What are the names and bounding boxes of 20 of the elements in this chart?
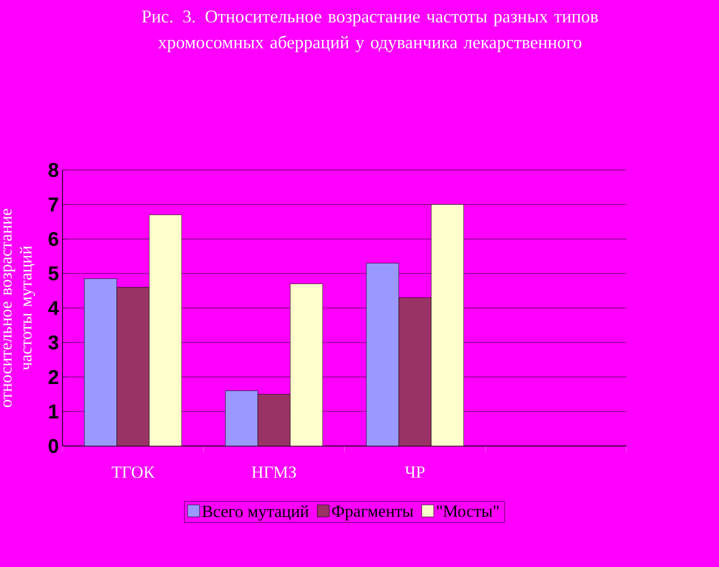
y-tick-label: 7 [48, 198, 58, 212]
bar [84, 278, 117, 446]
y-tick-label: 5 [48, 266, 58, 280]
x-tick-label: ТГОК [112, 466, 155, 478]
chart-title: Рис. 3. Относительное возрастание частоты разных типов хромосомных аберраций у одуванчика лекарственного [142, 10, 598, 52]
y-tick-label: 0 [48, 438, 58, 454]
y-axis-title: относительное возрастание частоты мутаций [4, 208, 36, 408]
legend-label: "Мосты" [437, 506, 499, 517]
y-tick-label: 2 [48, 370, 58, 384]
bar [366, 262, 399, 446]
bar [225, 390, 258, 446]
legend-label: Фрагменты [332, 506, 414, 520]
x-tick-label: ЧР [404, 466, 425, 478]
legend-label: Всего мутаций [202, 505, 309, 521]
y-tick-label: 4 [48, 301, 59, 315]
y-tick-label: 1 [49, 404, 58, 418]
x-tick-label: НГМЗ [252, 466, 296, 478]
y-tick-label: 6 [48, 232, 58, 246]
y-tick-label: 8 [48, 162, 58, 178]
y-tick-label: 3 [48, 335, 58, 350]
